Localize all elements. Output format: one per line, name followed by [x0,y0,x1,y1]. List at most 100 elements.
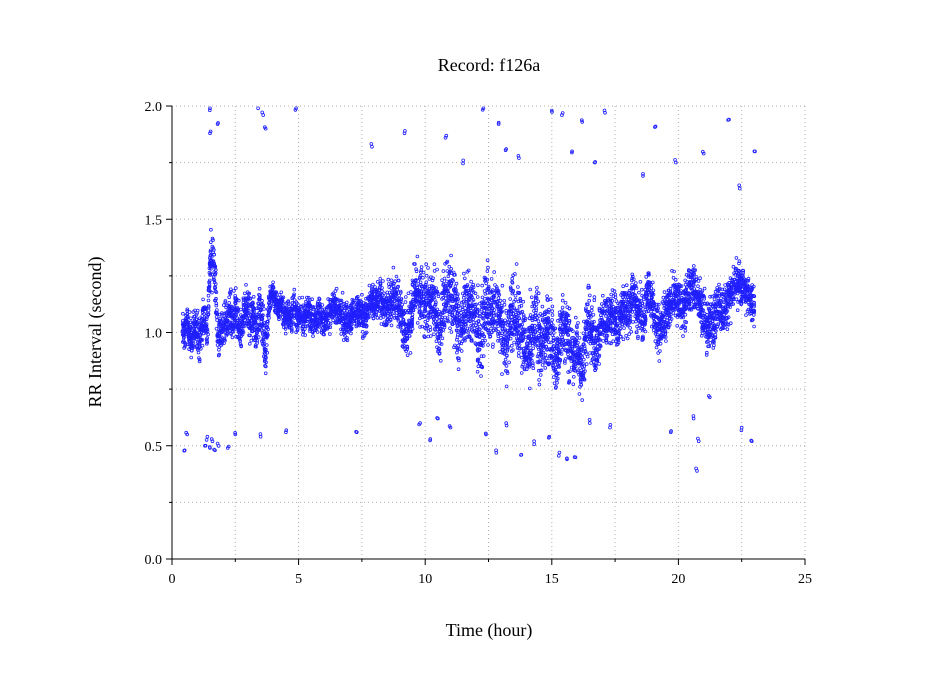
data-point [268,307,272,311]
data-point [504,384,509,389]
data-point [566,333,571,337]
data-point [191,339,195,343]
data-point [313,305,317,310]
data-point [292,287,297,292]
data-point [277,315,281,320]
data-point [279,295,284,300]
data-point [545,294,549,299]
data-point [297,296,302,300]
data-point [208,264,213,269]
data-point [459,310,463,315]
data-point [188,342,193,346]
data-point [563,361,567,365]
data-point [308,319,313,324]
data-point [317,325,322,329]
data-point [242,324,246,329]
data-point [664,339,668,343]
data-point [591,312,596,317]
data-point [410,312,415,317]
data-point [337,305,342,310]
data-point [516,351,521,355]
data-point [480,283,485,288]
data-point [339,298,344,303]
data-point [263,371,268,376]
data-point [487,317,491,322]
data-point [211,259,216,263]
data-point [304,311,308,316]
data-point [208,254,213,258]
data-point [571,382,576,387]
data-point [622,326,626,330]
data-point [279,300,284,305]
data-point [621,284,625,289]
data-point [489,277,494,281]
data-point [573,315,578,320]
data-point [486,343,490,347]
data-point [658,349,662,353]
data-point [193,324,198,329]
data-point [237,298,241,303]
data-point [419,265,424,269]
data-point [424,262,429,267]
data-point [571,374,576,379]
data-point [206,308,211,313]
data-point [223,299,228,303]
data-point [528,287,532,292]
data-point [477,322,482,327]
data-point [527,386,532,391]
data-point [185,312,190,316]
data-point [654,345,659,350]
data-point [577,392,582,396]
data-point [333,289,338,293]
data-point [206,285,211,290]
data-point [271,286,276,290]
data-point [197,356,201,360]
data-point [249,322,254,326]
data-point [543,366,548,370]
data-point [214,296,218,301]
data-point [625,336,630,341]
data-point [563,300,568,305]
data-point [391,265,396,270]
data-point [196,347,200,352]
data-point [516,354,521,358]
data-point [535,285,539,290]
data-point [206,304,211,308]
data-point [330,292,335,297]
data-point [459,349,464,353]
data-point [371,282,375,287]
data-point [229,313,234,318]
data-point [312,324,316,328]
data-point [461,295,466,300]
data-point [227,301,232,305]
data-point [262,329,267,334]
data-point [244,282,248,287]
data-point [233,301,238,306]
data-point [199,337,203,342]
data-point [189,348,194,353]
data-point [536,319,541,324]
data-point [303,313,308,318]
data-point [334,297,339,302]
grid-lines [172,105,806,559]
data-point [415,321,420,325]
data-point [601,339,605,343]
data-point [251,305,256,310]
data-point [653,339,658,344]
data-point [207,281,212,286]
data-point [188,327,193,331]
data-point [409,290,413,294]
data-point [424,273,429,278]
data-point [230,335,235,340]
data-point [263,364,268,369]
data-point [276,306,281,310]
data-point [327,304,332,309]
data-point [241,330,246,334]
data-point [201,297,205,302]
data-point [536,299,540,304]
data-point [500,283,505,288]
data-point [214,290,219,295]
data-point [339,332,344,336]
data-point [256,335,261,339]
data-point [234,286,238,290]
